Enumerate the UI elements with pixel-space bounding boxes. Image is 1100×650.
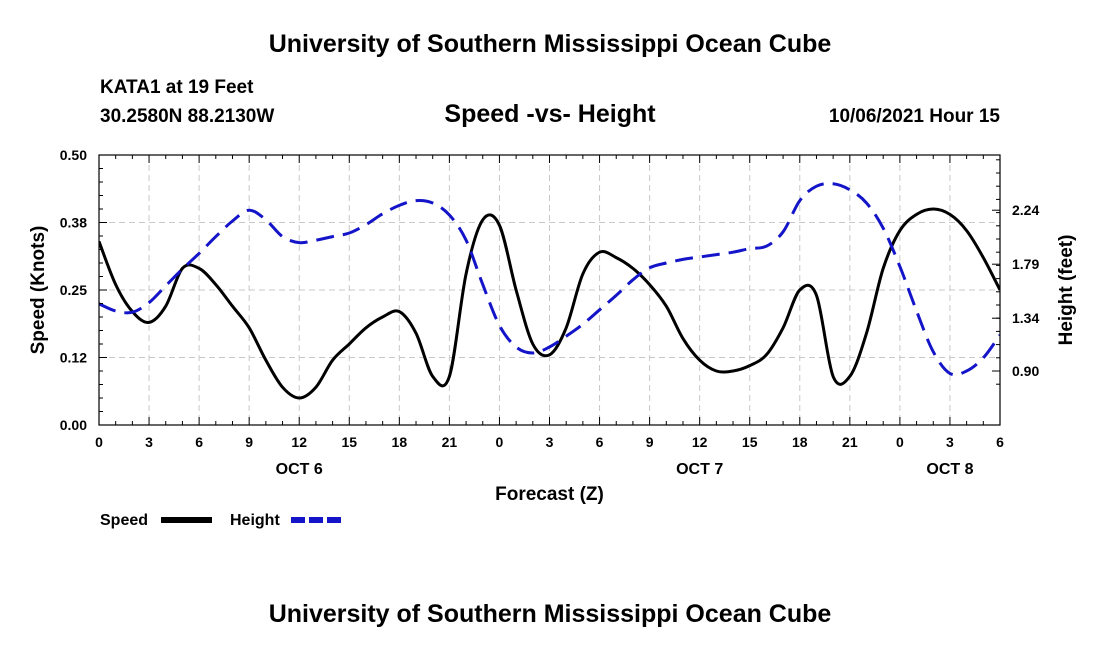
day-label: OCT 8 xyxy=(926,461,973,478)
day-label: OCT 7 xyxy=(676,461,723,478)
y2-tick-label: 1.34 xyxy=(1012,310,1039,326)
x-tick-label: 6 xyxy=(596,434,604,450)
x-tick-label: 12 xyxy=(291,434,307,450)
legend-height-label: Height xyxy=(230,512,280,529)
axis-labels: Forecast (Z) Speed (Knots) Height (feet)… xyxy=(28,147,1077,505)
x-tick-label: 6 xyxy=(195,434,203,450)
axis-ticks xyxy=(98,154,1001,426)
y2-tick-label: 2.24 xyxy=(1012,202,1039,218)
y-tick-label: 0.25 xyxy=(60,282,87,298)
y2-tick-label: 0.90 xyxy=(1012,363,1039,379)
forecast-timestamp: 10/06/2021 Hour 15 xyxy=(828,106,1000,127)
y-tick-label: 0.12 xyxy=(60,350,87,366)
station-label: KATA1 at 19 Feet xyxy=(100,77,254,98)
x-tick-label: 18 xyxy=(792,434,808,450)
y-tick-label: 0.38 xyxy=(60,215,87,231)
y-axis-title: Speed (Knots) xyxy=(28,226,49,355)
day-label: OCT 6 xyxy=(276,461,323,478)
x-tick-label: 0 xyxy=(496,434,504,450)
grid-lines xyxy=(99,155,1000,425)
x-tick-label: 9 xyxy=(646,434,654,450)
footer-title: University of Southern Mississippi Ocean… xyxy=(268,600,832,628)
station-coordinates: 30.2580N 88.2130W xyxy=(100,106,275,127)
legend-speed-label: Speed xyxy=(100,512,148,529)
y-tick-label: 0.50 xyxy=(60,147,87,163)
x-tick-label: 3 xyxy=(946,434,954,450)
x-tick-label: 0 xyxy=(95,434,103,450)
x-tick-label: 0 xyxy=(896,434,904,450)
x-tick-label: 18 xyxy=(392,434,408,450)
x-tick-label: 3 xyxy=(145,434,153,450)
x-tick-label: 15 xyxy=(341,434,357,450)
x-tick-label: 21 xyxy=(442,434,458,450)
y-tick-label: 0.00 xyxy=(60,417,87,433)
x-tick-label: 6 xyxy=(996,434,1004,450)
x-tick-label: 15 xyxy=(742,434,758,450)
x-tick-label: 9 xyxy=(245,434,253,450)
legend: Speed Height xyxy=(100,512,342,529)
x-tick-label: 12 xyxy=(692,434,708,450)
series-lines xyxy=(99,182,1000,400)
page-title: University of Southern Mississippi Ocean… xyxy=(268,30,832,58)
series-line-speed xyxy=(99,207,1000,400)
series-line-height xyxy=(99,182,1000,377)
x-tick-label: 3 xyxy=(546,434,554,450)
x-axis-title: Forecast (Z) xyxy=(495,484,604,505)
y2-tick-label: 1.79 xyxy=(1012,256,1039,272)
y2-axis-title: Height (feet) xyxy=(1056,235,1077,346)
x-tick-label: 21 xyxy=(842,434,858,450)
chart-title: Speed -vs- Height xyxy=(444,100,656,128)
